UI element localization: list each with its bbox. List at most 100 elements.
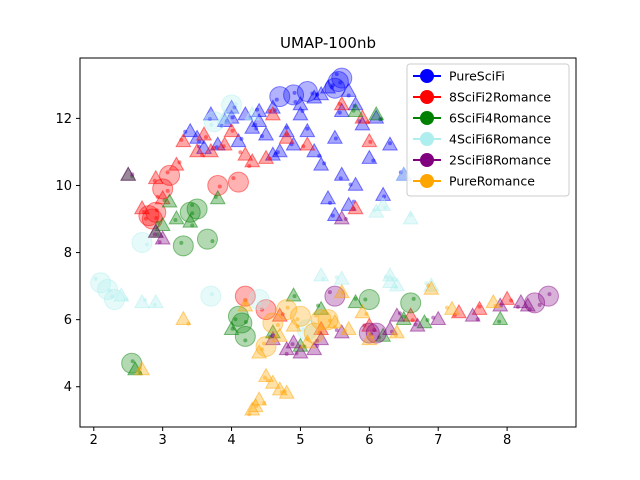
data-point [537,302,542,307]
data-point [305,126,310,131]
data-point [93,276,98,281]
data-point [230,326,235,331]
data-point [424,281,429,286]
data-point [348,182,353,187]
data-point [263,375,267,380]
data-point [162,198,167,203]
data-point [358,289,380,311]
data-point [383,205,388,210]
legend-item-2: 6SciFi4Romance [413,111,551,126]
data-point [202,142,219,158]
data-point [464,307,481,322]
data-point [397,311,402,316]
data-point [138,370,143,375]
data-point [321,277,326,282]
data-point [155,220,160,225]
data-point [248,116,253,121]
data-point [232,105,237,110]
data-point [190,211,195,216]
data-point [97,278,119,300]
data-point [334,328,339,333]
data-point [239,136,244,141]
data-point [471,300,488,315]
data-point [292,294,297,299]
data-point [368,203,385,218]
data-point [237,146,254,161]
legend-item-5: PureRomance [413,174,535,189]
data-point [351,108,356,113]
data-point [182,213,199,228]
data-point [207,117,212,122]
data-point [445,305,449,310]
data-point [477,304,482,309]
legend-marker [420,153,434,167]
data-point [400,292,422,314]
legend-item-3: 4SciFi6Romance [413,132,551,147]
series-5 [133,280,502,417]
data-point [310,309,332,331]
data-point [284,351,289,356]
data-point [143,297,147,302]
data-point [284,125,289,130]
data-point [168,156,185,171]
data-point [377,335,382,340]
data-point [133,360,151,376]
data-point [497,319,502,324]
data-point [375,196,392,211]
data-point [275,323,280,328]
data-point [124,297,129,302]
data-point [244,152,261,168]
data-point [354,303,371,319]
data-point [409,317,426,332]
data-point [173,218,178,223]
data-point [388,141,392,146]
data-point [223,320,240,336]
data-point [183,129,188,134]
data-point [316,330,321,335]
data-point [274,97,279,102]
data-point [262,312,284,334]
data-point [328,200,332,205]
legend-box [406,63,570,197]
data-point [276,299,298,321]
legend-label: 2SciFi8Romance [449,153,551,168]
data-point [168,209,185,225]
data-point [189,142,206,158]
legend-label: 4SciFi6Romance [449,132,551,147]
data-point [368,139,373,144]
data-point [131,232,153,253]
data-point [253,122,258,127]
data-point [165,170,170,175]
data-point [313,267,330,282]
legend-label: 6SciFi4Romance [449,111,551,126]
data-point [262,341,266,346]
legend-item-0: PureSciFi [413,69,505,84]
data-point [333,95,350,111]
data-point [361,330,378,346]
plot-area [90,67,559,417]
data-point [147,223,164,238]
data-point [280,312,285,317]
data-point [219,123,224,128]
data-point [217,184,222,189]
y-tick-label: 4 [64,380,72,395]
data-point [147,169,164,185]
data-point [393,333,398,338]
data-point [301,327,306,332]
data-point [319,79,337,94]
data-point [243,320,248,325]
legend-marker [420,111,434,125]
data-point [264,106,281,121]
x-tick-label: 3 [159,433,167,448]
data-point [292,95,309,111]
data-point [332,325,337,330]
data-point [515,304,520,309]
data-point [238,150,243,155]
data-point [202,106,219,121]
data-point [257,149,275,164]
legend-label: PureSciFi [449,69,505,84]
data-point [190,223,195,228]
data-point [216,136,233,151]
data-point [475,317,480,322]
